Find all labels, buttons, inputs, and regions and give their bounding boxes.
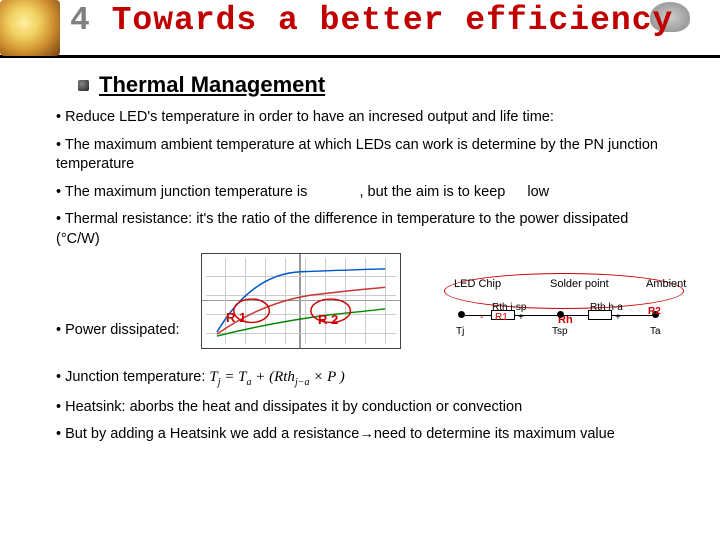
wire-3 <box>564 315 588 316</box>
chart-curves <box>212 264 390 338</box>
sublabel-tsp: Tsp <box>552 325 568 339</box>
chart-r2-label: R 2 <box>318 311 338 329</box>
thermal-circuit-diagram: LED Chip Solder point Ambient Rth j-sp R… <box>450 283 690 355</box>
subtitle-row: Thermal Management <box>78 72 720 98</box>
resistor-plus-2: + <box>615 311 621 325</box>
resistor-plus-1: + <box>518 311 524 325</box>
bullet-8: • But by adding a Heatsink we add a resi… <box>56 425 670 445</box>
bullet-2: • The maximum ambient temperature at whi… <box>56 136 670 175</box>
title-text: Towards a better efficiency <box>91 2 674 39</box>
resistor-label-r2: R2 <box>648 305 661 319</box>
label-led-chip: LED Chip <box>454 277 501 292</box>
resistor-r2 <box>588 310 612 320</box>
bullet-3c: low <box>527 184 549 200</box>
section-subtitle: Thermal Management <box>99 72 325 98</box>
wire-1 <box>465 315 491 316</box>
resistor-minus-1: - <box>480 311 483 325</box>
bullet-square-icon <box>78 80 89 91</box>
sublabel-tj: Tj <box>456 325 464 339</box>
resistor-label-r1: R1 <box>495 311 508 325</box>
bullet-3: • The maximum junction temperature is , … <box>56 183 670 203</box>
content-area: • Reduce LED's temperature in order to h… <box>0 98 720 445</box>
slide-title: 4 Towards a better efficiency <box>70 2 673 39</box>
bullet-6: • Junction temperature: Tj = Ta + (Rthj−… <box>56 367 670 390</box>
slide-header: 4 Towards a better efficiency <box>0 0 720 58</box>
formula-figure-area: R 1 R 2 LED Chip Solder point Ambient Rt… <box>56 253 670 363</box>
sublabel-ta: Ta <box>650 325 661 339</box>
bullet-4: • Thermal resistance: it's the ratio of … <box>56 210 670 249</box>
bullet-7: • Heatsink: aborbs the heat and dissipat… <box>56 398 670 418</box>
bullet-5: • Power dissipated: <box>56 321 180 341</box>
label-ambient: Ambient <box>646 277 686 292</box>
junction-temp-formula: Tj = Ta + (Rthj−a × P ) <box>209 369 344 385</box>
wire-4 <box>612 315 652 316</box>
header-flare-graphic <box>0 0 60 56</box>
bullet-6-text: • Junction temperature: <box>56 369 209 385</box>
title-number: 4 <box>70 2 91 39</box>
bullet-3a: • The maximum junction temperature is <box>56 184 307 200</box>
chart-r1-label: R 1 <box>226 309 246 327</box>
bullet-1: • Reduce LED's temperature in order to h… <box>56 108 670 128</box>
bullet-3b: , but the aim is to keep <box>359 184 505 200</box>
wire-2 <box>515 315 557 316</box>
label-solder-point: Solder point <box>550 277 609 292</box>
efficiency-chart <box>201 253 401 349</box>
node-dot-tj <box>458 311 465 318</box>
